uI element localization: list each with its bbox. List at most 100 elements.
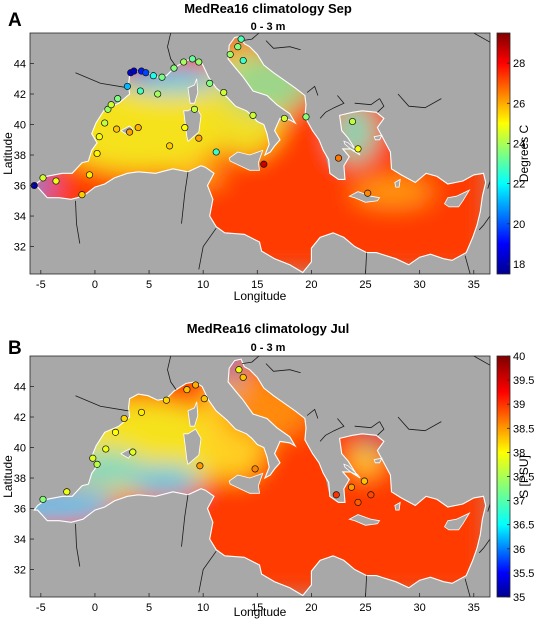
observation-point [195, 134, 203, 142]
gibraltar-cold-blob [34, 175, 55, 196]
observation-point [137, 408, 146, 416]
colorbar [496, 32, 511, 275]
border-line-12 [167, 356, 177, 390]
observation-point [354, 498, 362, 506]
observation-point [142, 69, 150, 77]
observation-point [107, 101, 115, 109]
y-tick-label: 44 [14, 382, 26, 394]
colorbar-tick-label: 24 [513, 138, 525, 150]
observation-point [302, 113, 310, 121]
border-line-2 [198, 227, 217, 270]
border-line-4 [464, 255, 471, 274]
border-line-11 [242, 356, 260, 364]
colorbar-tick-label: 18 [513, 259, 525, 271]
y-axis-label: Latitude [1, 132, 15, 175]
observation-point [206, 79, 214, 87]
x-tick-label: 10 [197, 602, 209, 614]
border-line-16 [397, 93, 442, 109]
observation-point [114, 95, 122, 103]
y-tick-label: 40 [14, 120, 26, 132]
border-line-8 [319, 418, 345, 442]
observation-point [200, 395, 208, 403]
border-line-5 [478, 215, 490, 231]
observation-point [120, 414, 128, 423]
x-tick-label: 0 [92, 602, 98, 614]
observation-point [134, 124, 142, 132]
colorbar-tick-label: 39 [513, 399, 525, 411]
observation-point [89, 454, 97, 462]
observation-point [196, 462, 204, 470]
border-line-15 [354, 421, 380, 429]
observation-point [113, 125, 121, 133]
depth-label-b: 0 - 3 m [250, 342, 286, 354]
border-line-6 [487, 179, 490, 189]
island-3 [348, 191, 381, 203]
observation-point [166, 142, 174, 150]
observation-point [235, 366, 243, 374]
border-line-9 [306, 408, 319, 419]
colorbar-tick-label: 35.5 [513, 568, 534, 580]
border-line-17 [473, 33, 490, 43]
colorbar-label: Degrees C [517, 124, 531, 182]
colorbar-tick-label: 20 [513, 219, 525, 231]
observation-point [212, 148, 220, 156]
island-4 [443, 512, 471, 531]
panel-b: B MedRea16 climatology Jul 0 - 3 m -5 0 5 1… [0, 311, 536, 622]
observation-point [364, 189, 372, 197]
observation-point [158, 73, 166, 81]
colorbar-tick-label: 28 [513, 58, 525, 70]
salinity-map: -5 0 5 10 15 20 25 30 35 Longitude 32 34 36 38 40 42 44 L… [1, 351, 534, 619]
observation-point [136, 87, 144, 95]
island-1 [183, 428, 202, 466]
observation-point [95, 133, 103, 141]
plot-frame [29, 355, 491, 598]
border-line-15 [354, 98, 380, 106]
island-0 [187, 78, 199, 104]
country-borders [75, 356, 490, 597]
observation-point [220, 88, 228, 97]
island-0 [187, 401, 199, 427]
y-tick-label: 38 [14, 473, 26, 485]
border-line-2 [198, 550, 217, 593]
border-line-6 [487, 502, 490, 512]
border-line-11 [242, 33, 260, 41]
border-line-10 [265, 40, 301, 51]
border-line-0 [75, 200, 81, 244]
y-tick-label: 32 [14, 565, 26, 577]
observation-point [251, 465, 259, 473]
y-tick-label: 34 [14, 534, 26, 546]
plot-frame [29, 32, 491, 275]
panel-letter-a: A [8, 10, 22, 31]
observation-point [249, 111, 257, 119]
colorbar-label: S [PSU] [517, 455, 531, 498]
x-tick-label: 25 [359, 279, 371, 291]
y-axis-label: Latitude [1, 455, 15, 498]
observation-point [188, 55, 196, 63]
x-tick-label: 35 [468, 602, 480, 614]
alboran-fresh-blob [34, 489, 118, 522]
y-tick-label: 32 [14, 242, 26, 254]
panel-title-a: MedRea16 climatology Sep [184, 1, 352, 16]
border-line-10 [265, 363, 301, 374]
x-tick-label: 35 [468, 279, 480, 291]
colorbar-tick-label: 38.5 [513, 423, 534, 435]
observation-point [93, 460, 101, 468]
border-line-12 [167, 33, 177, 67]
colorbar-tick-label: 26 [513, 98, 525, 110]
border-line-17 [473, 356, 490, 366]
border-line-13 [75, 395, 129, 412]
x-tick-label: 10 [197, 279, 209, 291]
island-4 [443, 189, 471, 208]
observation-point [101, 119, 109, 127]
panel-letter-b: B [8, 338, 22, 359]
island-1 [183, 105, 202, 143]
border-line-5 [478, 538, 490, 554]
colorbar-tick-label: 36 [513, 544, 525, 556]
observation-point [234, 43, 242, 51]
x-tick-label: 5 [146, 602, 152, 614]
observation-point [226, 50, 234, 58]
observation-point [93, 149, 101, 158]
y-tick-label: 34 [14, 211, 26, 223]
border-line-9 [306, 85, 319, 96]
colorbar-tick-label: 40 [513, 351, 525, 363]
